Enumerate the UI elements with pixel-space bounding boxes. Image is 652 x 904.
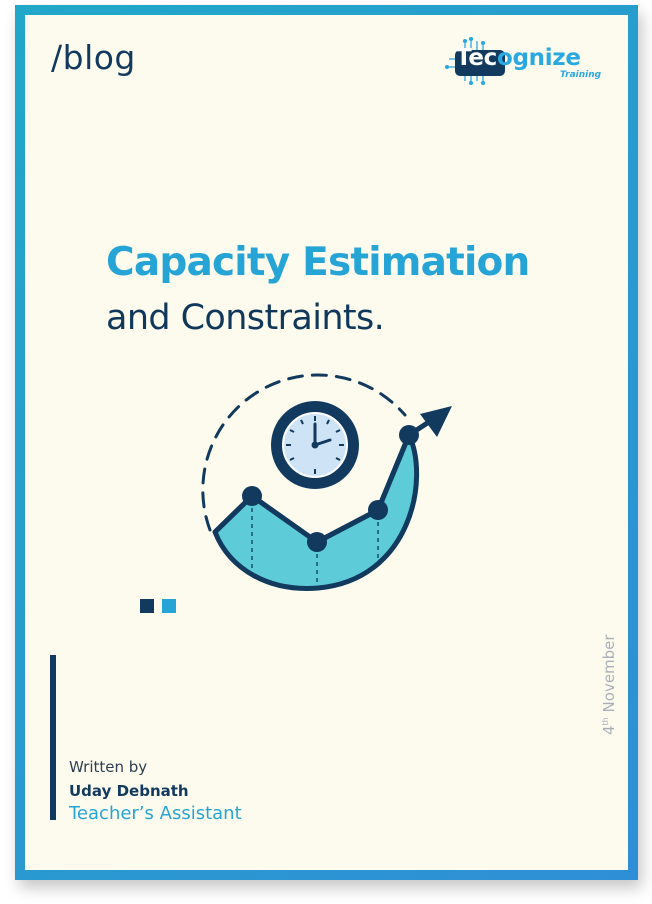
logo-wordmark: Tecognize	[456, 45, 581, 71]
logo-subtitle: Training	[560, 70, 602, 80]
author-role: Teacher’s Assistant	[69, 803, 242, 824]
decor-square-blue	[162, 599, 176, 613]
written-by-label: Written by	[69, 758, 148, 776]
author-accent-bar	[50, 655, 56, 820]
publish-date: 4th November	[600, 634, 618, 735]
blog-label: /blog	[51, 38, 136, 77]
clock-icon	[271, 401, 359, 489]
author-name: Uday Debnath	[69, 782, 189, 800]
decor-square-navy	[140, 599, 154, 613]
title-line-2: and Constraints.	[106, 298, 385, 338]
tecognize-logo	[444, 37, 505, 85]
title-line-1: Capacity Estimation	[106, 240, 530, 285]
growth-chart-icon	[201, 373, 452, 591]
arrow-up-icon	[407, 406, 452, 438]
